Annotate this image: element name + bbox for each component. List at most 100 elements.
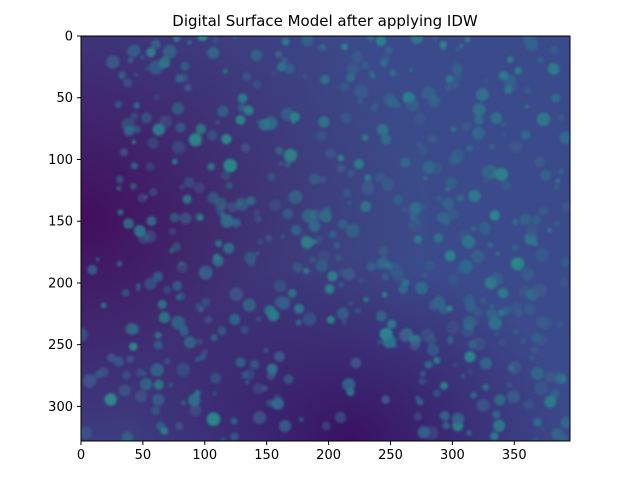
canopy-blob [345, 223, 360, 238]
canopy-blob [380, 54, 390, 64]
canopy-blob [315, 259, 328, 273]
canopy-blob [454, 47, 460, 52]
canopy-blob [263, 348, 269, 353]
canopy-blob [500, 131, 507, 137]
canopy-blob [300, 236, 314, 249]
canopy-blob [466, 430, 472, 436]
x-tick-label: 250 [378, 448, 403, 463]
canopy-blob [212, 255, 224, 267]
canopy-blob [438, 304, 449, 315]
canopy-blob [465, 37, 471, 43]
canopy-blob [333, 241, 341, 249]
canopy-blob [115, 101, 123, 109]
canopy-blob [547, 228, 552, 233]
y-tick-label: 100 [48, 153, 73, 168]
canopy-blob [523, 36, 537, 46]
canopy-blob [486, 308, 498, 320]
canopy-blob [509, 140, 523, 154]
canopy-blob [377, 339, 383, 345]
canopy-blob [480, 297, 487, 304]
canopy-blob [324, 284, 335, 294]
canopy-blob [521, 267, 535, 281]
canopy-blob [308, 173, 320, 185]
canopy-blob [327, 271, 338, 282]
canopy-blob [537, 56, 544, 64]
canopy-blob [266, 399, 274, 407]
canopy-blob [188, 133, 202, 147]
canopy-blob [354, 307, 361, 315]
canopy-blob [215, 240, 222, 247]
canopy-blob [318, 175, 327, 184]
canopy-blob [461, 235, 476, 249]
canopy-blob [498, 338, 506, 347]
canopy-blob [347, 201, 352, 205]
canopy-blob [277, 62, 286, 72]
canopy-blob [151, 406, 160, 416]
canopy-blob [540, 169, 552, 181]
canopy-blob [525, 224, 539, 237]
canopy-blob [494, 331, 499, 337]
canopy-blob [479, 357, 492, 370]
canopy-blob [534, 156, 545, 167]
canopy-blob [429, 100, 436, 107]
canopy-blob [531, 346, 538, 354]
canopy-blob [544, 395, 557, 408]
canopy-blob [235, 357, 246, 368]
canopy-blob [136, 368, 144, 377]
canopy-blob [100, 302, 107, 309]
canopy-blob [180, 61, 190, 71]
canopy-blob [179, 212, 192, 225]
canopy-blob [152, 393, 165, 406]
canopy-blob [225, 182, 233, 190]
canopy-blob [281, 57, 288, 64]
canopy-blob [483, 178, 488, 183]
canopy-blob [442, 197, 455, 210]
y-tick-label: 150 [48, 215, 73, 230]
y-tick-label: 250 [48, 338, 73, 353]
canopy-blob [193, 182, 205, 194]
canopy-blob [135, 283, 141, 289]
canopy-blob [538, 205, 549, 216]
canopy-blob [235, 114, 246, 125]
canopy-blob [106, 353, 116, 363]
canopy-blob [376, 36, 387, 47]
canopy-blob [315, 235, 324, 244]
canopy-blob [471, 249, 485, 264]
canopy-blob [506, 79, 514, 87]
canopy-blob [121, 431, 134, 441]
canopy-blob [495, 167, 509, 181]
canopy-blob [274, 146, 279, 151]
canopy-blob [128, 57, 134, 63]
canopy-blob [325, 148, 336, 159]
canopy-blob [154, 94, 160, 101]
canopy-blob [231, 218, 241, 228]
canopy-blob [444, 186, 450, 192]
canopy-blob [361, 61, 370, 70]
canopy-blob [250, 359, 260, 369]
canopy-blob [184, 83, 192, 92]
canopy-blob [267, 172, 276, 181]
canopy-blob [146, 216, 157, 227]
y-tick-label: 300 [48, 400, 73, 415]
canopy-blob [445, 75, 454, 83]
canopy-blob [121, 288, 130, 297]
canopy-blob [440, 382, 448, 390]
canopy-blob [447, 335, 454, 341]
canopy-blob [535, 248, 549, 262]
canopy-blob [484, 77, 490, 84]
canopy-blob [81, 426, 92, 440]
canopy-blob [98, 366, 109, 378]
canopy-blob [129, 182, 137, 190]
canopy-blob [216, 206, 225, 216]
canopy-blob [508, 365, 515, 371]
canopy-blob [113, 356, 124, 367]
canopy-blob [471, 337, 486, 351]
canopy-blob [456, 194, 465, 203]
canopy-blob [215, 120, 220, 125]
canopy-blob [182, 194, 192, 204]
canopy-blobs [81, 36, 570, 441]
canopy-blob [561, 257, 570, 267]
canopy-blob [347, 169, 355, 177]
canopy-blob [121, 117, 135, 132]
canopy-blob [220, 214, 234, 228]
